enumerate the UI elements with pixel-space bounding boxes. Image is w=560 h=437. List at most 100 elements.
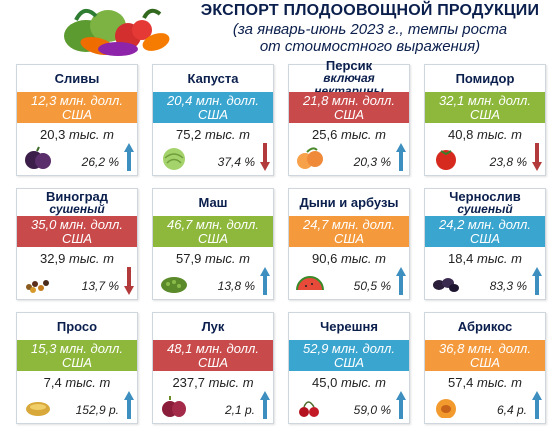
product-name: Черешня	[289, 313, 409, 340]
volume-unit: тыс. т	[68, 251, 114, 266]
volume-unit: тыс. т	[476, 375, 522, 390]
product-card: Сливы 12,3 млн. долл. США 20,3 тыс. т 26,2 …	[16, 64, 138, 176]
growth-rate: 6,4 р.	[496, 403, 527, 417]
export-value: 15,3 млн. долл. США	[17, 340, 137, 371]
cherry-icon	[299, 401, 319, 417]
arrow-up-icon	[396, 143, 406, 171]
volume-unit: тыс. т	[68, 127, 114, 142]
export-value: 12,3 млн. долл. США	[17, 92, 137, 123]
export-volume: 57,4 тыс. т	[425, 375, 545, 390]
product-name: Персик включая нектарины	[289, 59, 409, 98]
vegetables-basket-icon	[64, 8, 170, 56]
volume-unit: тыс. т	[340, 251, 386, 266]
product-card: Чернослив сушеный 24,2 млн. долл. США 18,4 …	[424, 188, 546, 300]
product-card: Помидор 32,1 млн. долл. США 40,8 тыс. т 23,…	[424, 64, 546, 176]
growth-rate: 13,7 %	[81, 279, 119, 293]
product-title: Сливы	[54, 71, 100, 86]
export-value: 35,0 млн. долл. США	[17, 216, 137, 247]
growth-rate: 37,4 %	[217, 155, 255, 169]
arrow-up-icon	[532, 391, 542, 419]
volume-unit: тыс. т	[204, 127, 250, 142]
volume-number: 57,4	[448, 375, 474, 390]
export-volume: 32,9 тыс. т	[17, 251, 137, 266]
growth-rate: 13,8 %	[217, 279, 255, 293]
export-value: 21,8 млн. долл. США	[289, 92, 409, 123]
volume-unit: тыс. т	[476, 127, 522, 142]
product-title: Просо	[56, 319, 98, 334]
product-name: Маш	[153, 189, 273, 216]
product-card: Капуста 20,4 млн. долл. США 75,2 тыс. т 37,…	[152, 64, 274, 176]
product-card: Персик включая нектарины 21,8 млн. долл. С…	[288, 59, 410, 176]
arrow-down-icon	[124, 267, 134, 295]
export-value: 20,4 млн. долл. США	[153, 92, 273, 123]
product-name: Виноград сушеный	[17, 189, 137, 216]
millet-icon	[26, 402, 50, 416]
product-name: Помидор	[425, 65, 545, 92]
export-value: 32,1 млн. долл. США	[425, 92, 545, 123]
product-subtitle: сушеный	[49, 201, 105, 216]
export-volume: 40,8 тыс. т	[425, 127, 545, 142]
product-title: Чернослив	[449, 188, 521, 204]
product-name: Чернослив сушеный	[425, 189, 545, 216]
export-volume: 90,6 тыс. т	[289, 251, 409, 266]
growth-rate: 83,3 %	[489, 279, 527, 293]
peach-icon	[297, 147, 323, 169]
export-value: 24,7 млн. долл. США	[289, 216, 409, 247]
volume-unit: тыс. т	[65, 375, 111, 390]
volume-number: 45,0	[312, 375, 338, 390]
volume-number: 40,8	[448, 127, 474, 142]
export-value: 24,2 млн. долл. США	[425, 216, 545, 247]
onion-icon	[162, 396, 186, 417]
page-header: ЭКСПОРТ ПЛОДООВОЩНОЙ ПРОДУКЦИИ (за январ…	[0, 0, 560, 60]
page-title: ЭКСПОРТ ПЛОДООВОЩНОЙ ПРОДУКЦИИ	[200, 2, 540, 19]
cabbage-icon	[163, 148, 185, 170]
melon-icon	[296, 276, 324, 291]
arrow-down-icon	[532, 143, 542, 171]
product-card: Виноград сушеный 35,0 млн. долл. США 32,9 т…	[16, 188, 138, 300]
product-name: Дыни и арбузы	[289, 189, 409, 216]
export-value: 36,8 млн. долл. США	[425, 340, 545, 371]
arrow-down-icon	[260, 143, 270, 171]
product-card: Абрикос 36,8 млн. долл. США 57,4 тыс. т 6,4…	[424, 312, 546, 424]
product-title: Черешня	[320, 319, 378, 334]
product-name: Абрикос	[425, 313, 545, 340]
export-volume: 57,9 тыс. т	[153, 251, 273, 266]
volume-unit: тыс. т	[204, 251, 250, 266]
volume-number: 75,2	[176, 127, 202, 142]
volume-number: 20,3	[40, 127, 66, 142]
plum-icon	[25, 146, 51, 169]
product-title: Дыни и арбузы	[299, 195, 399, 210]
export-volume: 45,0 тыс. т	[289, 375, 409, 390]
growth-rate: 59,0 %	[353, 403, 391, 417]
product-title: Персик	[325, 58, 373, 73]
export-value: 52,9 млн. долл. США	[289, 340, 409, 371]
growth-rate: 20,3 %	[353, 155, 391, 169]
product-card: Черешня 52,9 млн. долл. США 45,0 тыс. т 59,…	[288, 312, 410, 424]
volume-unit: тыс. т	[208, 375, 254, 390]
growth-rate: 152,9 р.	[75, 403, 119, 417]
export-volume: 25,6 тыс. т	[289, 127, 409, 142]
mung-bean-icon	[161, 277, 187, 293]
arrow-up-icon	[124, 143, 134, 171]
volume-number: 18,4	[448, 251, 474, 266]
volume-number: 90,6	[312, 251, 338, 266]
product-card: Просо 15,3 млн. долл. США 7,4 тыс. т 152,9 …	[16, 312, 138, 424]
product-name: Лук	[153, 313, 273, 340]
tomato-icon	[436, 150, 456, 170]
product-title: Лук	[201, 319, 225, 334]
apricot-icon	[436, 399, 456, 418]
page-subtitle: (за январь-июнь 2023 г., темпы роста от …	[180, 21, 560, 55]
export-volume: 75,2 тыс. т	[153, 127, 273, 142]
export-value: 46,7 млн. долл. США	[153, 216, 273, 247]
product-name: Просо	[17, 313, 137, 340]
volume-number: 32,9	[40, 251, 66, 266]
export-volume: 18,4 тыс. т	[425, 251, 545, 266]
product-title: Помидор	[455, 71, 515, 86]
volume-unit: тыс. т	[340, 375, 386, 390]
raisin-icon	[26, 280, 49, 293]
arrow-up-icon	[532, 267, 542, 295]
arrow-up-icon	[396, 267, 406, 295]
product-title: Абрикос	[457, 319, 513, 334]
product-title: Маш	[198, 195, 228, 210]
product-name: Капуста	[153, 65, 273, 92]
